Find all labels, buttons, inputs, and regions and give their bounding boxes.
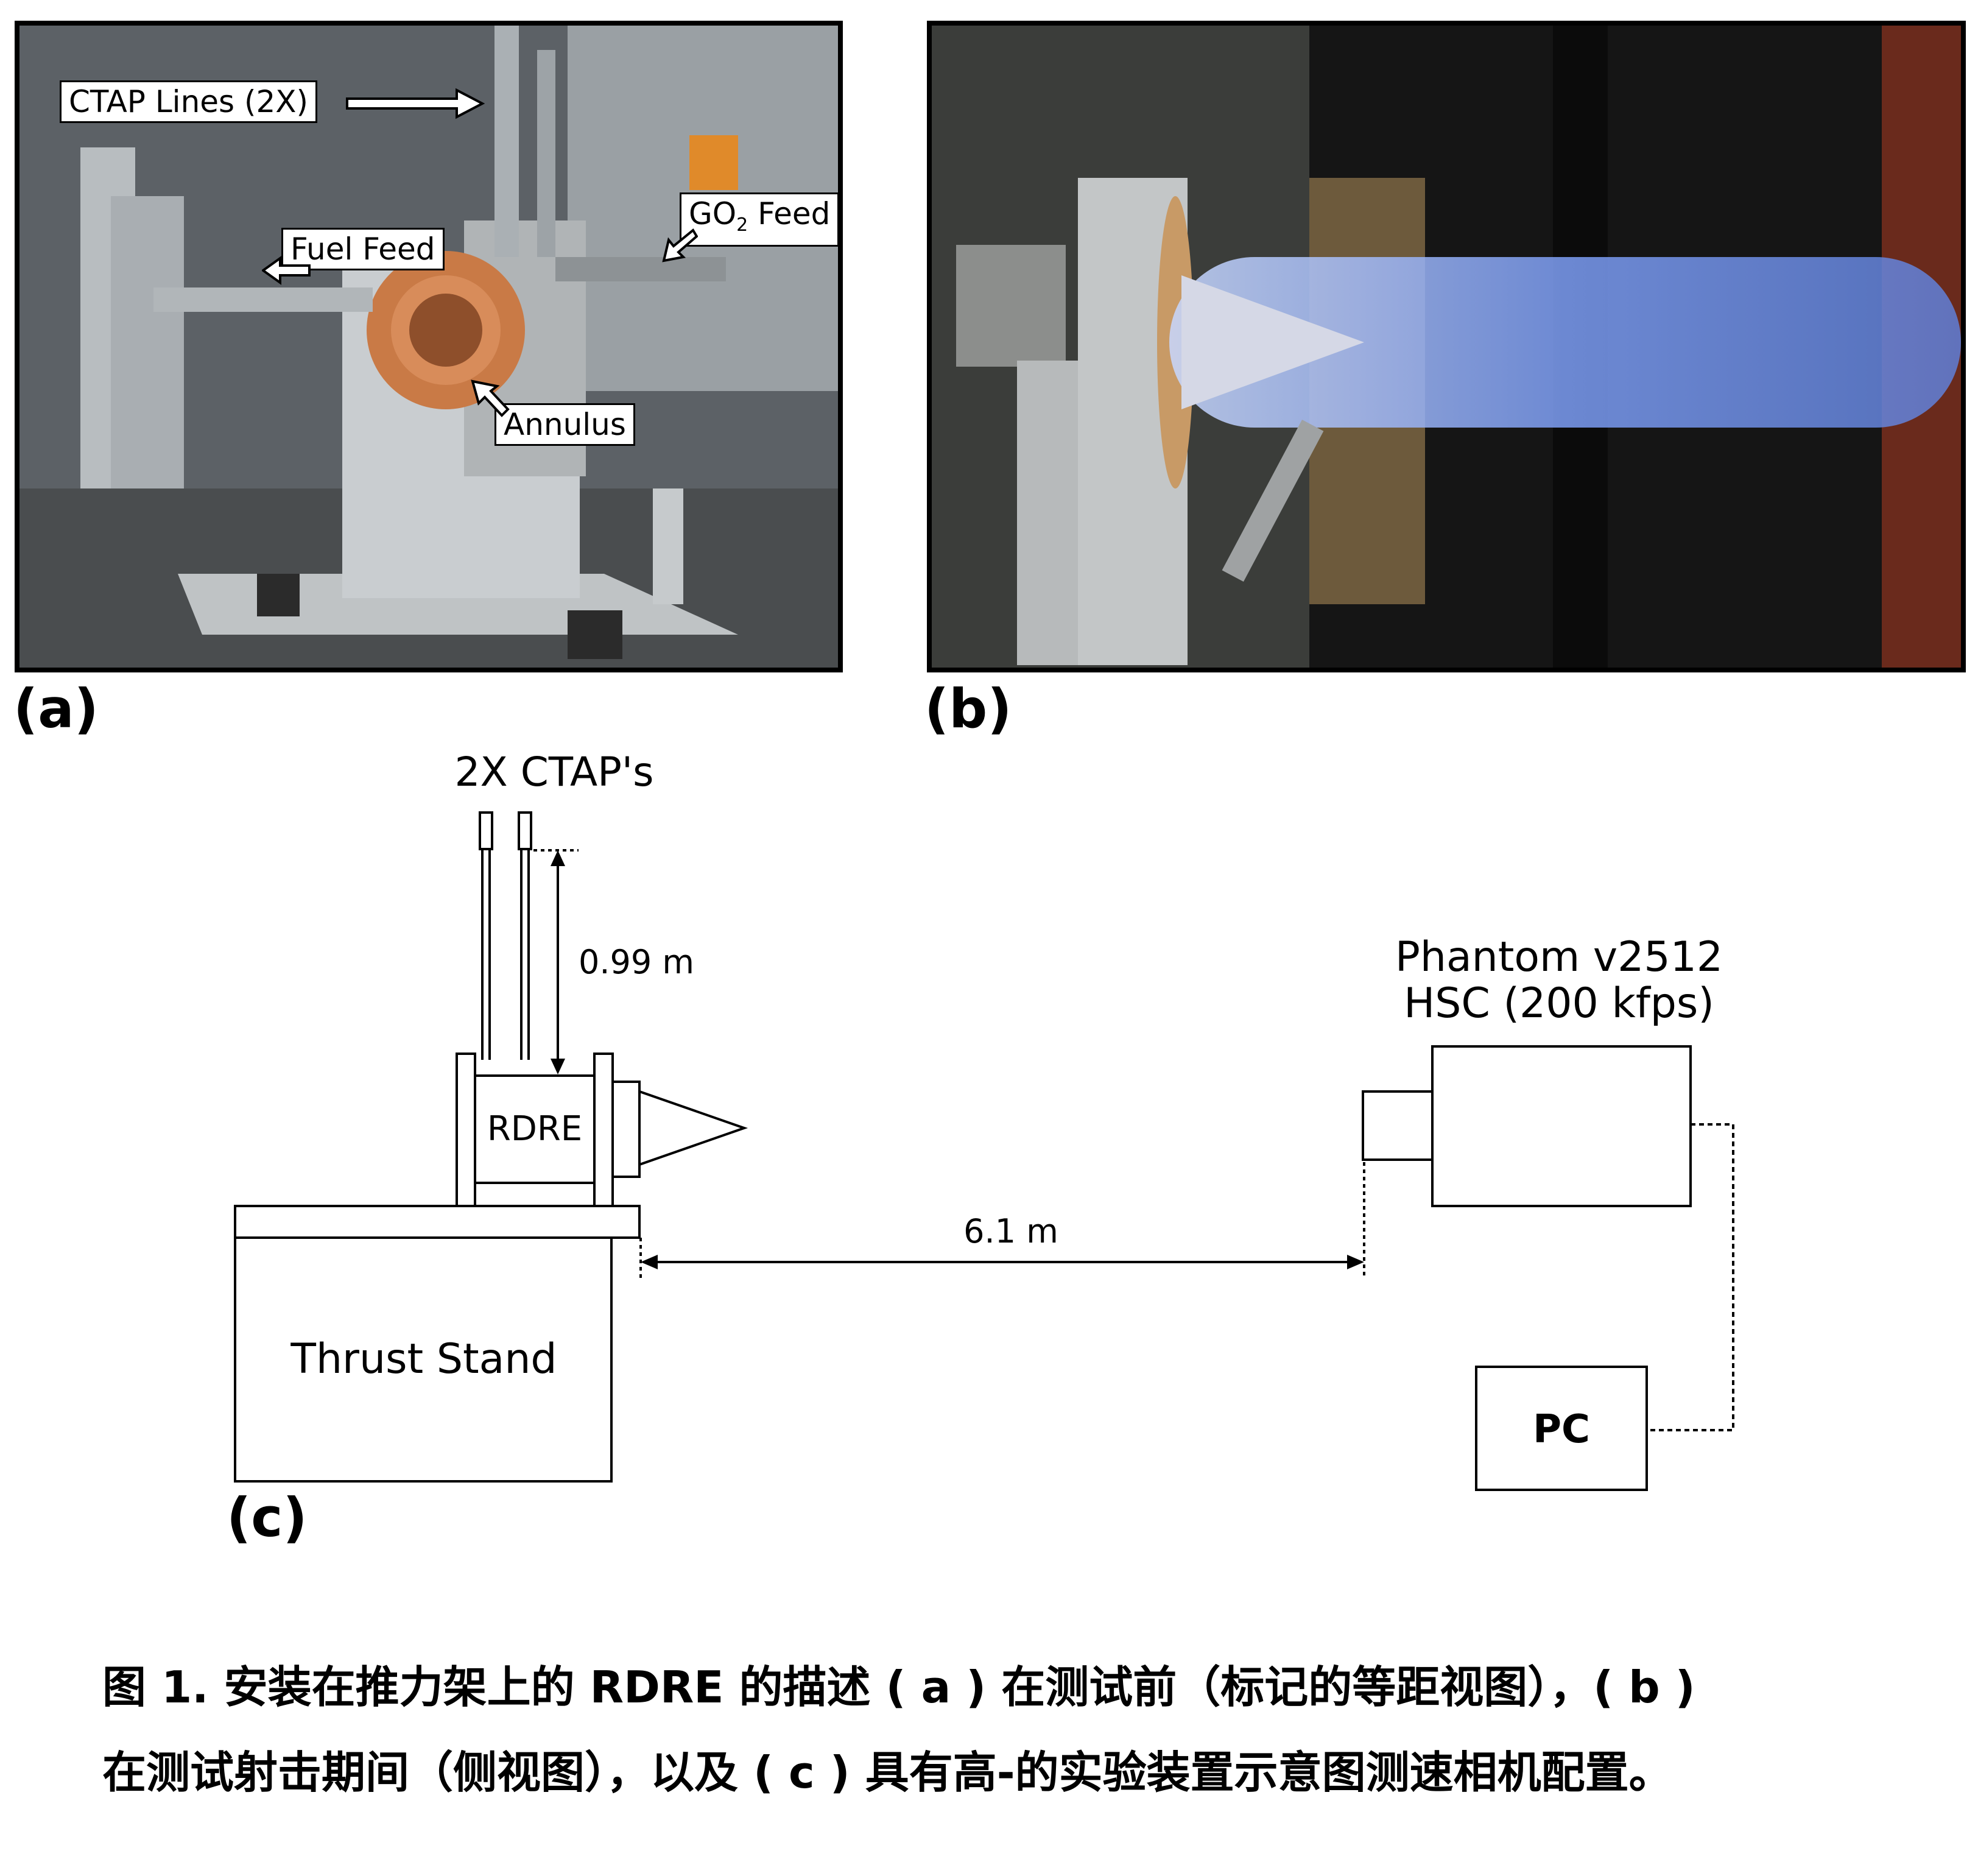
photo-rdre-firing — [927, 21, 1966, 672]
ctap-sensor-2 — [518, 811, 532, 850]
camera-body — [1431, 1045, 1692, 1207]
pc-box — [1475, 1366, 1648, 1491]
ctap-sensor-1 — [479, 811, 493, 850]
photo-a-illustration — [19, 26, 838, 668]
photo-rdre-isometric — [15, 21, 843, 672]
callout-annulus: Annulus — [494, 403, 635, 446]
camera-label-line1: Phantom v2512 — [1395, 933, 1723, 981]
rdre-flange-right — [593, 1053, 614, 1207]
panel-label-a: (a) — [13, 677, 99, 740]
camera-label-line2: HSC (200 kfps) — [1404, 979, 1714, 1028]
callout-fuel-feed: Fuel Feed — [281, 228, 445, 270]
callout-ctap-lines: CTAP Lines (2X) — [60, 80, 318, 123]
ctap-label: 2X CTAP's — [455, 749, 654, 795]
camera-pc-cable — [1648, 1123, 1734, 1431]
rdre-body — [474, 1074, 596, 1184]
fuel-feed-arrow — [262, 256, 311, 285]
panel-label-b: (b) — [924, 677, 1012, 740]
go2-feed-arrow — [662, 228, 698, 263]
thrust-stand-body — [234, 1236, 613, 1483]
height-dim-arrow-bottom — [551, 1059, 565, 1074]
caption-line-1: 图 1. 安装在推力架上的 RDRE 的描述 ( a ) 在测试前（标记的等距视… — [102, 1662, 1695, 1713]
height-dim-label: 0.99 m — [579, 943, 694, 981]
panel-label-c: (c) — [227, 1486, 308, 1549]
figure-caption: 图 1. 安装在推力架上的 RDRE 的描述 ( a ) 在测试前（标记的等距视… — [102, 1645, 1905, 1815]
callout-go2-feed: GO2 Feed — [680, 192, 840, 247]
schematic-diagram: 2X CTAP's 0.99 m RDRE Thrust Stand 6.1 m… — [234, 749, 1734, 1491]
rdre-label: RDRE — [487, 1109, 582, 1149]
distance-dim-arrow-right — [1347, 1255, 1364, 1269]
go2-feed-subscript: 2 — [736, 214, 748, 236]
distance-dim-arrow-left — [641, 1255, 658, 1269]
rdre-flange-left — [456, 1053, 476, 1207]
camera-lens — [1362, 1090, 1434, 1161]
annulus-arrow — [471, 379, 510, 417]
caption-line-2: 在测试射击期间（侧视图），以及 ( c ) 具有高-的实验装置示意图测速相机配置… — [102, 1747, 1673, 1798]
photo-b-illustration — [932, 26, 1961, 668]
height-dim-arrow-top — [551, 850, 565, 866]
rdre-aerospike — [638, 1090, 748, 1166]
rdre-nozzle-base — [611, 1081, 641, 1178]
thrust-stand-label: Thrust Stand — [290, 1335, 557, 1383]
thrust-stand-top — [234, 1205, 641, 1239]
ctap-lines-arrow — [346, 88, 485, 119]
go2-feed-suffix: Feed — [748, 196, 831, 231]
pc-label: PC — [1533, 1407, 1590, 1452]
distance-dim-label: 6.1 m — [963, 1212, 1058, 1250]
go2-feed-prefix: GO — [689, 196, 737, 231]
